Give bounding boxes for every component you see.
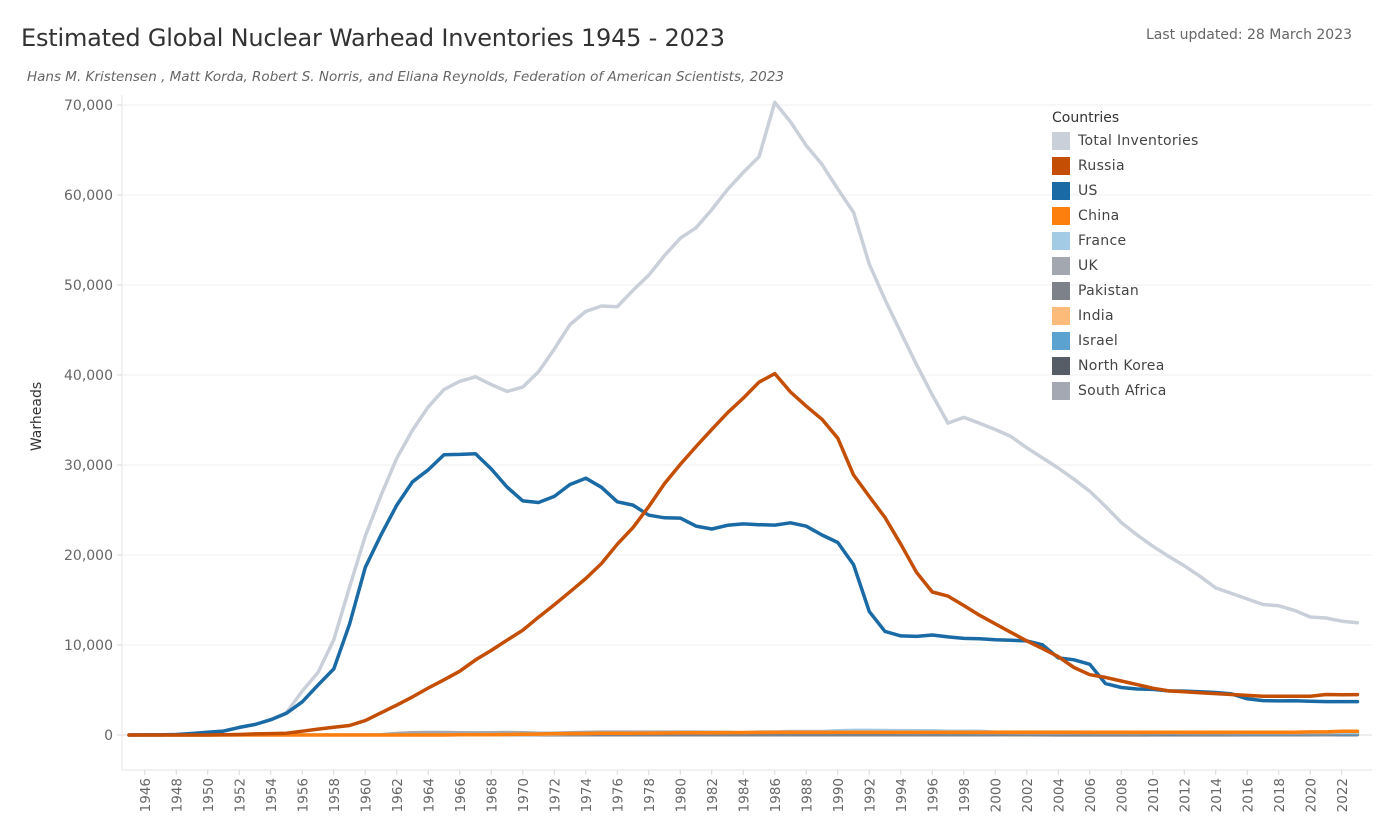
legend-label: North Korea — [1078, 357, 1165, 374]
legend-title: Countries — [1052, 110, 1120, 126]
legend-swatch — [1052, 281, 1070, 300]
legend-swatch — [1052, 306, 1070, 325]
x-tick-label: 2010 — [1146, 778, 1162, 812]
y-tick-label: 10,000 — [64, 638, 113, 654]
x-tick-label: 1990 — [831, 778, 847, 812]
x-tick-label: 2004 — [1051, 778, 1067, 812]
x-tick-label: 1974 — [579, 778, 595, 812]
x-tick-label: 2022 — [1335, 778, 1351, 812]
legend: Countries Total Inventories Russia US China… — [1052, 110, 1199, 403]
legend-item[interactable]: Total Inventories — [1052, 128, 1199, 153]
series-line-russia — [127, 371, 1360, 737]
legend-swatch — [1052, 356, 1070, 375]
x-tick-label: 1960 — [358, 778, 374, 812]
x-tick-label: 1964 — [421, 778, 437, 812]
y-tick-label: 70,000 — [64, 98, 113, 114]
y-tick-label: 40,000 — [64, 368, 113, 384]
x-tick-label: 1956 — [295, 778, 311, 812]
legend-swatch — [1052, 206, 1070, 225]
x-tick-label: 2018 — [1272, 778, 1288, 812]
legend-item[interactable]: South Africa — [1052, 378, 1199, 403]
legend-swatch — [1052, 131, 1070, 150]
x-tick-label: 1958 — [327, 778, 343, 812]
legend-swatch — [1052, 231, 1070, 250]
chart-title: Estimated Global Nuclear Warhead Invento… — [21, 24, 725, 52]
legend-label: Russia — [1078, 157, 1125, 174]
y-tick-label: 0 — [104, 728, 113, 744]
chart-subtitle: Hans M. Kristensen , Matt Korda, Robert … — [27, 69, 784, 85]
legend-item[interactable]: China — [1052, 203, 1199, 228]
legend-swatch — [1052, 331, 1070, 350]
legend-swatch — [1052, 256, 1070, 275]
legend-items: Total Inventories Russia US China France UK Pa… — [1052, 128, 1199, 403]
legend-item[interactable]: India — [1052, 303, 1199, 328]
x-tick-label: 1966 — [453, 778, 469, 812]
legend-swatch — [1052, 156, 1070, 175]
legend-item[interactable]: Israel — [1052, 328, 1199, 353]
x-tick-label: 1998 — [957, 778, 973, 812]
legend-item[interactable]: US — [1052, 178, 1199, 203]
x-tick-label: 1984 — [736, 778, 752, 812]
x-tick-label: 1976 — [610, 778, 626, 812]
legend-item[interactable]: North Korea — [1052, 353, 1199, 378]
x-tick-label: 1980 — [673, 778, 689, 812]
x-tick-label: 2000 — [988, 778, 1004, 812]
x-tick-label: 1946 — [138, 778, 154, 812]
x-tick-label: 2002 — [1020, 778, 1036, 812]
x-tick-label: 1972 — [547, 778, 563, 812]
y-tick-label: 60,000 — [64, 188, 113, 204]
x-tick-label: 1986 — [768, 778, 784, 812]
x-tick-label: 1992 — [862, 778, 878, 812]
x-tick-label: 1954 — [264, 778, 280, 812]
y-tick-label: 20,000 — [64, 548, 113, 564]
x-tick-label: 1988 — [799, 778, 815, 812]
y-tick-label: 30,000 — [64, 458, 113, 474]
x-tick-label: 1962 — [390, 778, 406, 812]
y-tick-label: 50,000 — [64, 278, 113, 294]
x-tick-label: 1996 — [925, 778, 941, 812]
legend-label: India — [1078, 307, 1114, 324]
legend-label: China — [1078, 207, 1120, 224]
legend-item[interactable]: France — [1052, 228, 1199, 253]
x-tick-label: 2016 — [1240, 778, 1256, 812]
x-tick-label: 2012 — [1177, 778, 1193, 812]
x-tick-label: 1978 — [642, 778, 658, 812]
legend-item[interactable]: Pakistan — [1052, 278, 1199, 303]
x-tick-label: 1948 — [169, 778, 185, 812]
x-tick-label: 2014 — [1209, 778, 1225, 812]
x-tick-label: 1952 — [232, 778, 248, 812]
x-tick-label: 2008 — [1114, 778, 1130, 812]
legend-swatch — [1052, 381, 1070, 400]
legend-label: Israel — [1078, 332, 1119, 349]
legend-item[interactable]: UK — [1052, 253, 1199, 278]
series-line-china — [127, 729, 1360, 737]
legend-swatch — [1052, 181, 1070, 200]
x-tick-label: 2006 — [1083, 778, 1099, 812]
series-line-total-inventories — [127, 100, 1360, 737]
last-updated-label: Last updated: 28 March 2023 — [1146, 27, 1353, 43]
x-tick-label: 2020 — [1303, 778, 1319, 812]
x-tick-label: 1970 — [516, 778, 532, 812]
legend-label: France — [1078, 232, 1127, 249]
legend-label: South Africa — [1078, 382, 1167, 399]
x-tick-label: 1994 — [894, 778, 910, 812]
x-tick-label: 1968 — [484, 778, 500, 812]
x-tick-label: 1950 — [201, 778, 217, 812]
legend-label: UK — [1078, 257, 1099, 274]
legend-label: Pakistan — [1078, 282, 1140, 299]
y-axis-title: Warheads — [29, 382, 45, 451]
legend-label: US — [1078, 182, 1098, 199]
legend-label: Total Inventories — [1078, 132, 1199, 149]
legend-item[interactable]: Russia — [1052, 153, 1199, 178]
x-tick-label: 1982 — [705, 778, 721, 812]
